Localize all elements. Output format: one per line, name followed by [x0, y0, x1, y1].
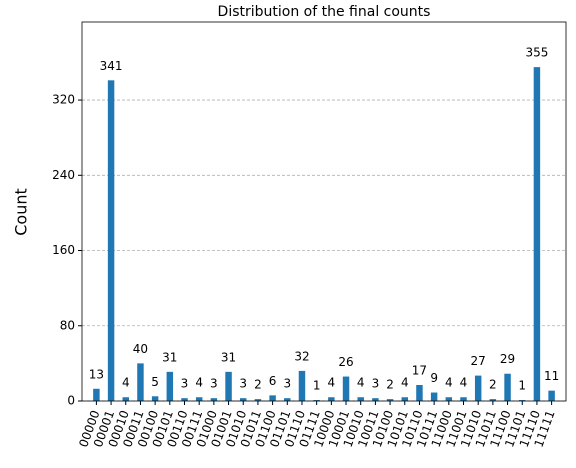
bar: [254, 399, 262, 401]
bar: [430, 392, 438, 401]
y-tick-label: 160: [52, 243, 75, 257]
y-tick-label: 80: [60, 318, 75, 332]
value-label: 6: [269, 374, 277, 388]
value-label: 4: [195, 376, 203, 390]
value-label: 31: [162, 350, 177, 364]
y-axis-label: Count: [12, 188, 31, 236]
value-label: 4: [357, 376, 365, 390]
value-label: 2: [386, 378, 394, 392]
value-label: 3: [181, 377, 189, 391]
value-label: 13: [89, 367, 104, 381]
bar: [93, 388, 100, 401]
bar: [489, 399, 497, 401]
bar: [504, 373, 511, 401]
bar: [386, 399, 394, 401]
value-label: 3: [239, 377, 247, 391]
value-label: 26: [338, 355, 353, 369]
bar: [137, 363, 144, 401]
bar: [474, 375, 482, 401]
plot-frame: [81, 21, 567, 402]
value-label: 2: [254, 378, 262, 392]
y-tick-label: 320: [52, 93, 75, 107]
bar: [225, 371, 232, 401]
bar: [284, 398, 291, 401]
bar: [313, 400, 320, 401]
bar: [151, 396, 159, 401]
value-label: 3: [372, 377, 380, 391]
bar: [195, 397, 203, 401]
bar: [166, 371, 174, 401]
value-label: 1: [313, 379, 321, 393]
value-label: 11: [544, 369, 559, 383]
value-label: 29: [500, 352, 515, 366]
bar: [181, 398, 188, 401]
value-label: 27: [471, 354, 486, 368]
bar: [107, 80, 115, 402]
value-label: 4: [328, 376, 336, 390]
value-label: 341: [100, 59, 123, 73]
bar: [357, 397, 364, 401]
bar: [122, 397, 129, 401]
bar: [460, 397, 467, 401]
bar: [401, 397, 408, 401]
y-tick-label: 240: [52, 168, 75, 182]
bar: [372, 398, 379, 401]
chart-title: Distribution of the final counts: [218, 4, 431, 20]
bar: [328, 397, 335, 401]
bar: [342, 376, 350, 401]
bar: [240, 398, 247, 401]
value-label: 9: [430, 371, 438, 385]
value-label: 3: [210, 377, 218, 391]
value-label: 4: [445, 376, 453, 390]
value-label: 17: [412, 364, 427, 378]
value-label: 3: [283, 377, 291, 391]
value-label: 4: [122, 376, 130, 390]
value-label: 1: [518, 379, 526, 393]
value-label: 2: [489, 378, 497, 392]
bar: [269, 395, 276, 401]
bar: [416, 385, 423, 401]
bar: [548, 390, 555, 401]
value-label: 5: [151, 375, 159, 389]
value-label: 4: [460, 376, 468, 390]
value-label: 355: [525, 46, 548, 60]
value-label: 40: [133, 342, 148, 356]
bar: [298, 370, 306, 401]
value-label: 4: [401, 376, 409, 390]
y-tick-label: 0: [67, 394, 75, 408]
bar: [519, 400, 526, 401]
bar: [445, 397, 453, 401]
value-label: 32: [294, 349, 309, 363]
value-label: 31: [221, 350, 236, 364]
bar: [533, 67, 541, 401]
bar: [210, 398, 218, 401]
